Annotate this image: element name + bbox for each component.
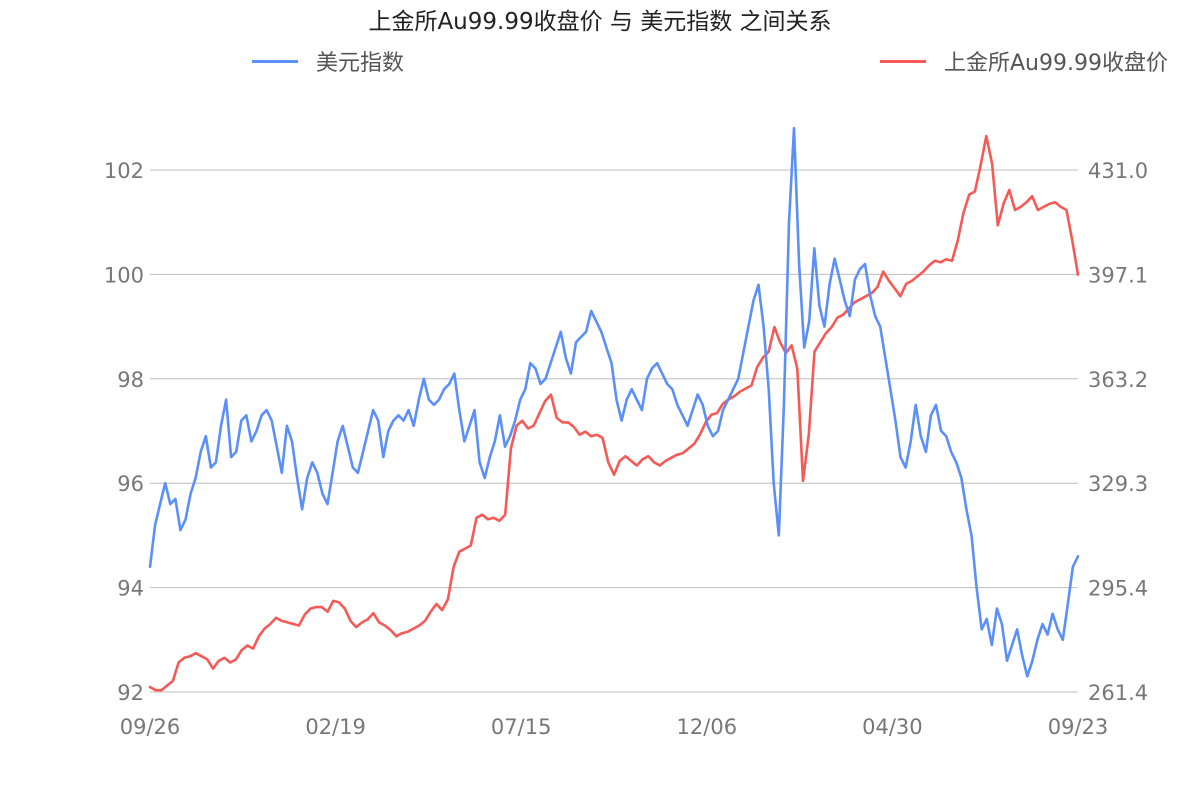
y-right-tick-label: 261.4 xyxy=(1088,681,1148,705)
x-tick-label: 09/23 xyxy=(1048,715,1109,739)
legend-item-usd-index[interactable]: 美元指数 xyxy=(252,46,404,76)
legend-swatch-gold-price xyxy=(880,59,926,63)
y-right-tick-label: 397.1 xyxy=(1088,263,1148,287)
y-left-tick-label: 92 xyxy=(117,681,144,705)
x-tick-label: 02/19 xyxy=(305,715,366,739)
y-left-tick-label: 100 xyxy=(104,263,144,287)
chart-title: 上金所Au99.99收盘价 与 美元指数 之间关系 xyxy=(368,9,832,35)
y-right-tick-label: 363.2 xyxy=(1088,368,1148,392)
legend-item-gold-price[interactable]: 上金所Au99.99收盘价 xyxy=(880,46,1168,76)
legend-label-usd-index: 美元指数 xyxy=(316,51,405,76)
y-right-tick-label: 329.3 xyxy=(1088,472,1148,496)
y-left-tick-label: 94 xyxy=(117,577,144,601)
y-left-tick-label: 96 xyxy=(117,472,144,496)
y-right-tick-label: 431.0 xyxy=(1088,159,1148,183)
x-tick-label: 07/15 xyxy=(491,715,552,739)
y-left-tick-label: 98 xyxy=(117,368,144,392)
legend-label-gold-price: 上金所Au99.99收盘价 xyxy=(944,51,1168,76)
y-right-tick-label: 295.4 xyxy=(1088,577,1148,601)
series-line-gold-price xyxy=(148,134,1080,692)
x-tick-label: 09/26 xyxy=(120,715,181,739)
series-line-usd-index xyxy=(148,126,1080,678)
legend-swatch-usd-index xyxy=(252,59,298,63)
x-tick-label: 12/06 xyxy=(677,715,738,739)
x-tick-label: 04/30 xyxy=(862,715,923,739)
y-left-tick-label: 102 xyxy=(104,159,144,183)
